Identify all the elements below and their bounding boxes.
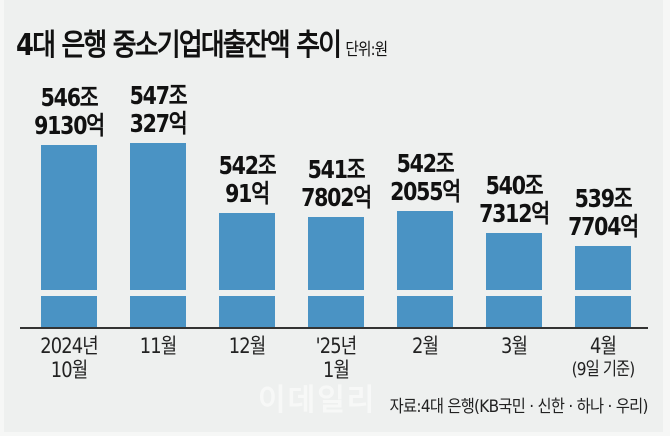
value-label: 542조 91억 bbox=[218, 151, 277, 208]
chart-title-text: 4대 은행 중소기업대출잔액 추이 bbox=[16, 28, 342, 63]
chart-panel bbox=[4, 0, 663, 432]
value-label: 539조 7704억 bbox=[568, 184, 639, 241]
category-label: 2월 bbox=[411, 334, 439, 358]
category-label: 3월 bbox=[500, 334, 528, 358]
category-label: 4월 (9일 기준) bbox=[571, 334, 636, 380]
axis-break bbox=[219, 290, 275, 296]
bar-2025-01 bbox=[308, 217, 364, 327]
chart-title: 4대 은행 중소기업대출잔액 추이 단위:원 bbox=[16, 20, 388, 64]
axis-break bbox=[41, 290, 97, 296]
source-note: 자료:4대 은행(KB국민 · 신한 · 하나 · 우리) bbox=[389, 397, 649, 417]
axis-break bbox=[397, 290, 453, 296]
axis-break bbox=[130, 290, 186, 296]
axis-break bbox=[308, 290, 364, 296]
watermark-logo: 이데일리 bbox=[258, 383, 377, 418]
category-label: 12월 bbox=[228, 334, 266, 358]
bar-2024-10 bbox=[41, 145, 97, 327]
category-label: 2024년 10월 bbox=[40, 334, 98, 382]
value-label: 541조 7802억 bbox=[301, 155, 372, 212]
unit-label: 단위:원 bbox=[345, 40, 388, 60]
axis-break bbox=[486, 290, 542, 296]
bar-2025-04 bbox=[575, 246, 631, 327]
bar-2024-11 bbox=[130, 143, 186, 327]
bar-2024-12 bbox=[219, 213, 275, 327]
value-label: 546조 9130억 bbox=[34, 83, 105, 140]
value-label: 547조 327억 bbox=[129, 81, 188, 138]
value-label: 540조 7312억 bbox=[479, 171, 550, 228]
category-label: '25년 1월 bbox=[315, 334, 358, 382]
bar-2025-02 bbox=[397, 211, 453, 327]
x-axis-baseline bbox=[20, 327, 648, 329]
bar-2025-03 bbox=[486, 233, 542, 327]
value-label: 542조 2055억 bbox=[390, 149, 461, 206]
axis-break bbox=[575, 290, 631, 296]
category-label: 11월 bbox=[139, 334, 177, 358]
